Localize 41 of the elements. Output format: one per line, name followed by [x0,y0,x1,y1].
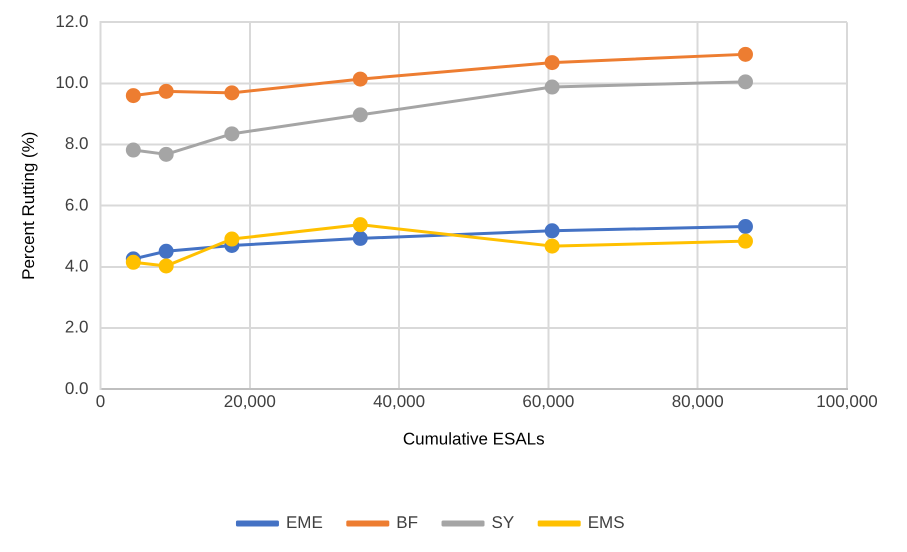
point [544,80,560,95]
legend-label: EMS [588,513,625,532]
point [738,234,753,249]
point [738,74,753,90]
y-tick-label: 10.0 [55,73,88,92]
x-tick-label: 100,000 [816,392,878,412]
x-axis-title: Cumulative ESALs [402,429,545,448]
point [544,55,560,70]
point [126,142,141,158]
point [158,146,174,162]
point [224,85,240,100]
point [544,238,560,254]
y-tick-label: 12.0 [55,12,88,31]
point [224,232,240,247]
x-tick-label: 80,000 [672,392,724,412]
point [738,46,753,62]
point [224,126,240,142]
y-tick-label: 8.0 [64,134,88,154]
x-tick-label: 60,000 [522,392,574,412]
point [352,107,368,122]
x-tick-label: 0 [96,392,106,412]
legend-label: SY [492,513,514,532]
point [158,244,174,259]
point [352,230,368,246]
y-tick-label: 4.0 [64,256,88,276]
point [126,254,141,270]
legend-label: BF [396,513,418,532]
y-tick-label: 0.0 [64,378,88,398]
point [352,217,368,232]
point [158,258,174,274]
point [544,223,560,238]
y-axis-title: Percent Rutting (%) [18,132,38,280]
y-tick-label: 2.0 [64,318,88,337]
legend-label: EME [286,513,323,532]
point [158,84,174,99]
y-tick-label: 6.0 [64,195,88,214]
x-tick-label: 40,000 [373,392,426,412]
point [738,218,753,234]
point [352,72,368,87]
x-tick-label: 20,000 [224,392,276,412]
point [126,88,141,104]
